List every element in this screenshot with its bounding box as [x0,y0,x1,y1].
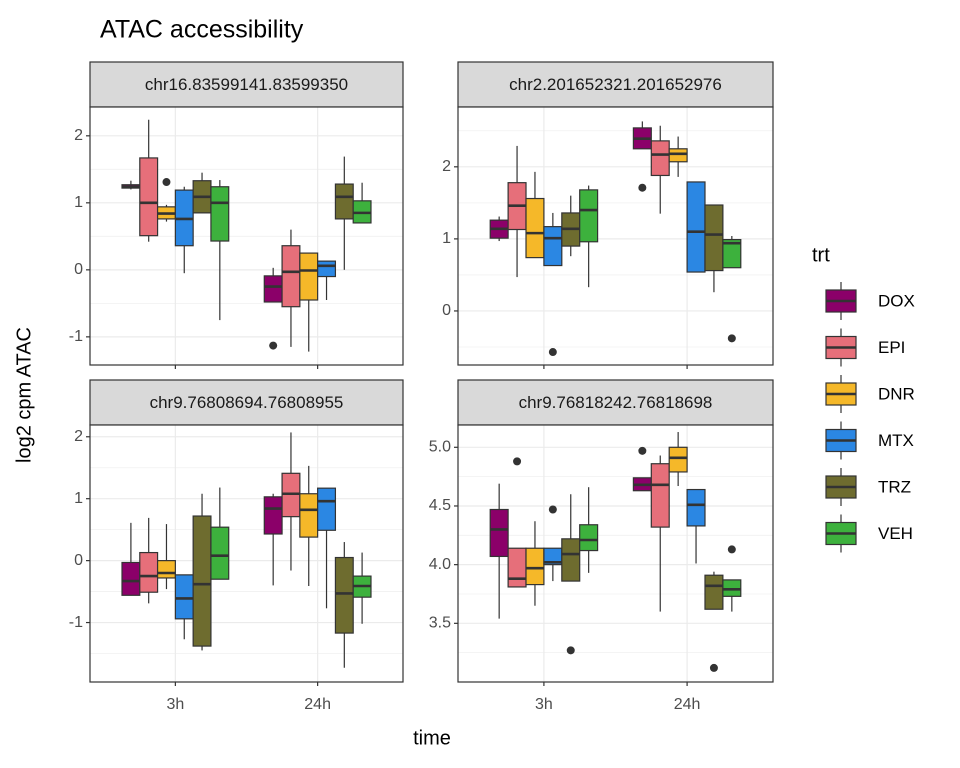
x-tick-label: 24h [304,696,331,713]
outlier [269,341,278,350]
y-tick-label: 2 [74,127,83,144]
box [722,239,742,269]
outlier [727,334,736,343]
outlier [727,545,736,554]
box [579,524,599,552]
outlier [709,663,718,672]
strip [89,61,404,108]
box [210,526,230,580]
y-tick-label: 1 [74,490,83,507]
box [139,157,159,237]
x-tick-label: 3h [535,696,553,713]
box [210,186,230,242]
box [299,493,319,538]
box [489,508,509,558]
y-tick-label: 3.5 [429,615,451,632]
box [650,463,670,528]
legend-label: MTX [878,431,914,450]
y-tick-label: 4.0 [429,556,451,573]
legend-label: DOX [878,291,915,310]
y-tick-label: 1 [74,194,83,211]
outlier [548,505,557,514]
box [334,556,354,634]
y-tick-label: 0 [74,552,83,569]
legend-label: TRZ [878,477,911,496]
outlier [566,646,575,655]
x-axis-title: time [413,727,451,749]
panel-border [89,106,404,366]
box [507,547,527,588]
strip-title: chr9.76818242.76818698 [519,393,713,412]
outlier [513,457,522,466]
box [174,574,194,620]
strip-title: chr16.83599141.83599350 [145,75,348,94]
outlier [548,348,557,357]
box [121,561,141,596]
y-tick-label: -1 [69,614,83,631]
y-tick-label: 4.5 [429,497,451,514]
legend-title: trt [812,244,830,266]
outlier [638,183,647,192]
box [263,496,283,535]
y-tick-label: 5.0 [429,439,451,456]
panel-border [457,424,774,683]
y-tick-label: 2 [74,428,83,445]
outlier [162,178,171,187]
box [704,574,724,610]
strip-title: chr2.201652321.201652976 [509,75,722,94]
box [650,140,670,177]
box [192,515,212,647]
y-tick-label: 2 [442,158,451,175]
outlier [638,446,647,455]
box [561,538,581,582]
y-axis-title: log2 cpm ATAC [13,327,35,463]
y-tick-label: 1 [442,230,451,247]
strip [457,61,774,108]
box [543,226,563,267]
panel-border [89,424,404,683]
box [579,189,599,243]
box [334,183,354,220]
box [317,487,337,531]
box [704,204,724,272]
x-tick-label: 3h [166,696,184,713]
x-tick-label: 24h [674,696,701,713]
panel-background [90,425,403,682]
strip-title: chr9.76808694.76808955 [150,393,344,412]
box [156,560,176,579]
y-tick-label: -1 [69,328,83,345]
box [299,252,319,301]
legend-label: EPI [878,338,905,357]
box [317,260,337,278]
box [525,197,545,259]
box [281,245,301,308]
box [686,488,706,527]
y-tick-label: 0 [442,302,451,319]
box [686,181,706,273]
chart-title: ATAC accessibility [100,16,304,44]
strip [457,379,774,426]
legend-label: DNR [878,384,915,403]
box [525,547,545,586]
box [139,551,159,593]
box [668,446,688,473]
box [263,275,283,303]
y-tick-label: 0 [74,261,83,278]
legend-label: VEH [878,524,913,543]
box [668,148,688,163]
panel-border [457,106,774,366]
